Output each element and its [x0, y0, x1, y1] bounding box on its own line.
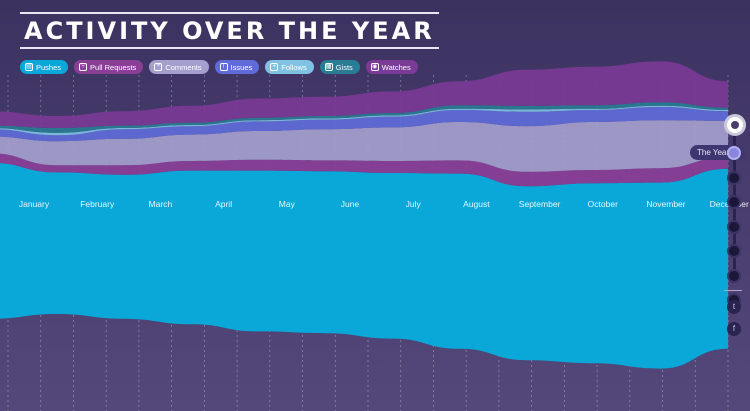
month-label: November — [646, 199, 685, 209]
issue-icon: ! — [219, 63, 228, 71]
pull-request-icon: ⑂ — [79, 63, 88, 71]
legend-watches[interactable]: ◉ Watches — [365, 60, 418, 74]
month-label: October — [588, 199, 618, 209]
month-label: March — [149, 199, 173, 209]
legend-label: Watches — [381, 62, 411, 72]
month-label: July — [406, 199, 422, 209]
legend: ▤ Pushes ⑂ Pull Requests ❝ Comments! Issues + Fo… — [20, 60, 418, 74]
stream-pushes — [0, 163, 728, 369]
title-frame: ACTIVITY OVER THE YEAR — [20, 12, 439, 49]
month-label: February — [80, 199, 115, 209]
legend-comments[interactable]: ❝ Comments — [149, 60, 209, 74]
legend-label: Follows — [281, 62, 307, 72]
stream-comments — [0, 120, 728, 172]
gist-icon: ▦ — [324, 63, 333, 71]
legend-label: Pull Requests — [90, 62, 137, 72]
nav-dot[interactable] — [727, 195, 741, 209]
legend-pushes[interactable]: ▤ Pushes — [20, 60, 69, 74]
legend-label: Pushes — [36, 62, 62, 72]
legend-label: Comments — [165, 62, 202, 72]
month-label: May — [279, 199, 296, 209]
month-label: June — [341, 199, 360, 209]
legend-issues[interactable]: ! Issues — [214, 60, 260, 74]
month-label: January — [19, 199, 50, 209]
eye-icon: ◉ — [370, 63, 379, 71]
stream-issues — [0, 107, 728, 142]
nav-dot[interactable] — [727, 146, 741, 160]
legend-label: Issues — [230, 62, 253, 72]
stream-watches — [0, 61, 728, 128]
repo-push-icon: ▤ — [25, 63, 33, 71]
nav-dot[interactable] — [727, 170, 741, 185]
github-icon[interactable] — [724, 114, 746, 136]
twitter-icon[interactable]: t — [727, 300, 741, 314]
comment-icon: ❝ — [154, 63, 163, 71]
legend-gists[interactable]: ▦ Gists — [319, 60, 360, 74]
nav-divider — [724, 290, 742, 291]
stream-gists — [0, 102, 728, 133]
page-title: ACTIVITY OVER THE YEAR — [24, 17, 435, 45]
stream-pull-requests — [0, 153, 728, 187]
month-label: August — [463, 199, 490, 209]
legend-label: Gists — [335, 62, 353, 72]
nav-dot[interactable] — [727, 244, 741, 258]
month-label: April — [215, 199, 232, 209]
nav-dot[interactable] — [727, 219, 741, 234]
nav-dot[interactable] — [727, 268, 741, 283]
month-label: September — [519, 199, 561, 209]
legend-pull-requests[interactable]: ⑂ Pull Requests — [74, 60, 144, 74]
legend-follows[interactable]: + Follows — [265, 60, 314, 74]
follow-icon: + — [270, 63, 279, 71]
facebook-icon[interactable]: f — [727, 322, 741, 336]
